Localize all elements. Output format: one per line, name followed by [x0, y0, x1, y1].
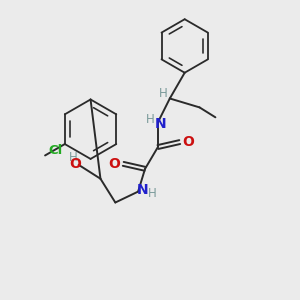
Text: O: O [69, 157, 81, 171]
Text: O: O [183, 135, 195, 149]
Text: H: H [146, 113, 154, 126]
Text: H: H [148, 187, 156, 200]
Text: Cl: Cl [48, 143, 62, 157]
Text: H: H [69, 152, 78, 164]
Text: H: H [158, 87, 167, 100]
Text: N: N [136, 183, 148, 196]
Text: N: N [155, 117, 167, 131]
Text: O: O [108, 157, 120, 171]
